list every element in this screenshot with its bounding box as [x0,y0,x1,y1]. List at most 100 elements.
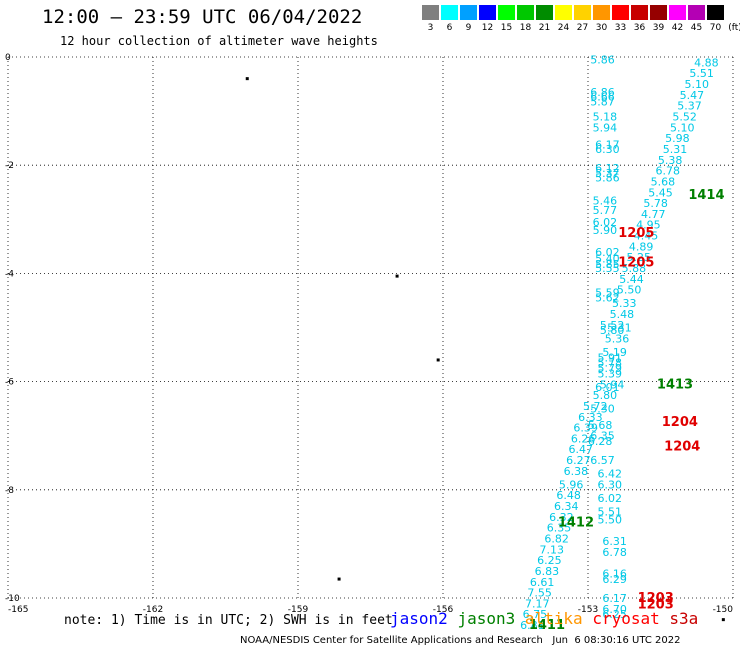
swh-value: 6.31 [602,535,627,548]
swh-value: 5.88 [622,262,647,275]
color-swatch-label: 9 [465,23,472,33]
color-swatch-label: 30 [595,23,608,33]
swh-value: 5.62 [595,292,620,305]
swh-value: 5.90 [593,224,618,237]
swh-value: 6.81 [520,619,545,632]
swh-value: 5.86 [595,172,620,185]
color-swatch [555,5,572,20]
swh-value: 4.95 [636,219,661,232]
swh-value: 5.91 [598,351,623,364]
swh-value: 6.48 [556,489,581,502]
island-marker [395,274,399,278]
pass-time-label: 1413 [657,377,693,392]
swh-value: 6.25 [602,608,627,621]
legend-cryosat: cryosat [592,609,660,628]
color-swatch [460,5,477,20]
lat-tick-label: 0 [5,53,11,63]
swh-value: 7.13 [540,543,565,556]
color-swatch [517,5,534,20]
swh-value: 6.32 [549,511,574,524]
footer-credit: NOAA/NESDIS Center for Satellite Applica… [240,635,681,646]
swh-value: 5.68 [651,175,676,188]
swh-value: 6.12 [595,162,620,175]
legend-jason3: jason3 [457,609,516,628]
color-swatch [669,5,686,20]
lon-tick-label: -162 [143,605,163,615]
color-swatch [593,5,610,20]
swh-value: 5.94 [600,378,625,391]
swh-value: 5.80 [593,389,618,402]
swh-value: 5.38 [658,154,683,167]
color-swatch-label: 70 [709,23,722,33]
swh-value: 5.77 [593,204,618,217]
swh-value: 4.77 [641,208,666,221]
lat-tick-label: -8 [5,486,14,496]
swh-value: 6.30 [595,143,620,156]
swh-value: 5.52 [600,319,625,332]
color-swatch-label: 27 [576,23,589,33]
swh-value: 5.52 [672,111,697,124]
swh-value: 6.78 [656,165,681,178]
swh-value: 5.25 [627,251,652,264]
pass-time-label: 1204 [664,440,700,455]
lon-tick-label: -165 [8,605,28,615]
color-swatch-label: 36 [633,23,646,33]
lat-tick-label: -4 [5,269,14,279]
swh-value: 4.89 [629,240,654,253]
color-swatch [707,5,724,20]
color-swatch-label: 39 [652,23,665,33]
swh-value: 5.79 [598,362,623,375]
color-swatch-label: 45 [690,23,703,33]
swh-value: 5.50 [617,284,642,297]
pass-time-label: 1414 [688,188,724,203]
swh-value: 7.55 [527,587,552,600]
swh-value: 5.40 [595,252,620,265]
color-swatch [536,5,553,20]
color-swatch-label: 18 [519,23,532,33]
swh-value: 4.88 [694,56,719,69]
lat-tick-label: -2 [5,161,14,171]
color-swatch-label: 21 [538,23,551,33]
swh-value: 6.02 [595,246,620,259]
island-marker [721,618,725,622]
swh-value: 6.38 [564,465,589,478]
lon-tick-label: -159 [288,605,309,615]
swh-value: 5.87 [590,95,615,108]
swh-value: 5.45 [648,186,673,199]
swh-value: 6.29 [602,573,627,586]
swh-value: 5.37 [595,167,620,180]
swh-value: 6.66 [590,90,615,103]
swh-value: 6.17 [602,592,627,605]
swh-value: 4.45 [634,230,659,243]
swh-value: 6.57 [590,454,615,467]
swh-value: 6.34 [554,500,579,513]
pass-time-label: 1205 [618,256,654,271]
swh-value: 6.17 [595,139,620,152]
map-subtitle: 12 hour collection of altimeter wave hei… [60,34,378,48]
swh-value: 5.47 [680,89,705,102]
swh-value: 6.61 [530,576,555,589]
swh-value: 6.78 [602,546,627,559]
pass-time-label: 1411 [529,618,565,633]
color-swatch [422,5,439,20]
color-swatch [441,5,458,20]
color-swatch-label: 24 [557,23,570,33]
swh-value: 6.33 [578,411,603,424]
island-marker [245,77,249,81]
swh-value: 5.39 [598,367,623,380]
swh-value: 6.02 [598,492,623,505]
color-swatch [479,5,496,20]
swh-value: 6.82 [544,532,569,545]
swh-value: 6.86 [590,86,615,99]
color-swatch-label: 42 [671,23,684,33]
color-swatch-label: 3 [427,23,434,33]
legend-altika: altika [524,609,583,628]
color-swatch-label: 33 [614,23,627,33]
color-swatch [688,5,705,20]
pass-time-label: 1205 [618,226,654,241]
color-swatch [631,5,648,20]
swh-value: 5.10 [670,121,695,134]
lon-tick-label: -153 [578,605,598,615]
swh-value: 5.78 [643,197,668,210]
legend-jason2: jason2 [390,609,448,628]
